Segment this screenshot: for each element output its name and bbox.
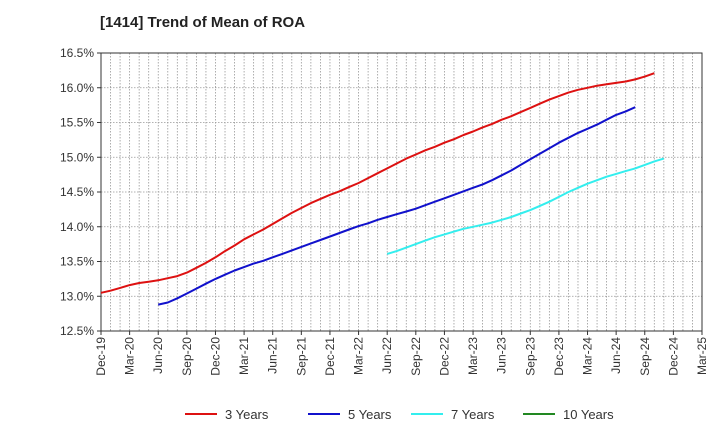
x-tick-label: Dec-19 xyxy=(94,337,108,376)
grid-lines xyxy=(101,52,702,332)
y-tick-label: 13.5% xyxy=(60,255,94,269)
legend-label: 3 Years xyxy=(225,407,269,422)
x-tick-label: Jun-20 xyxy=(151,337,165,374)
y-tick-label: 15.5% xyxy=(60,116,94,130)
x-tick-label: Jun-21 xyxy=(266,337,280,374)
x-tick-label: Dec-23 xyxy=(552,337,566,376)
x-tick-label: Jun-22 xyxy=(380,337,394,374)
series-line-7-years xyxy=(386,157,665,255)
x-tick-label: Mar-24 xyxy=(581,337,595,375)
x-tick-label: Jun-23 xyxy=(495,337,509,374)
x-tick-label: Mar-20 xyxy=(123,337,137,375)
x-tick-label: Jun-24 xyxy=(609,337,623,374)
x-tick-label: Dec-21 xyxy=(323,337,337,376)
legend-label: 10 Years xyxy=(563,407,614,422)
x-tick-label: Mar-25 xyxy=(695,337,709,375)
legend-label: 7 Years xyxy=(451,407,495,422)
x-tick-label: Dec-20 xyxy=(208,337,222,376)
y-tick-label: 16.0% xyxy=(60,81,94,95)
y-tick-label: 12.5% xyxy=(60,324,94,338)
series-line-5-years xyxy=(157,106,636,306)
x-tick-label: Sep-21 xyxy=(294,337,308,376)
series-line-3-years xyxy=(100,72,655,294)
x-tick-label: Dec-22 xyxy=(437,337,451,376)
y-tick-label: 14.0% xyxy=(60,220,94,234)
legend: 3 Years 5 Years 7 Years 10 Years xyxy=(185,407,614,422)
x-tick-label: Sep-24 xyxy=(638,337,652,376)
y-tick-label: 14.5% xyxy=(60,185,94,199)
x-tick-label: Mar-23 xyxy=(466,337,480,375)
y-tick-label: 15.0% xyxy=(60,150,94,164)
x-tick-label: Sep-22 xyxy=(409,337,423,376)
x-tick-label: Mar-21 xyxy=(237,337,251,375)
x-tick-label: Mar-22 xyxy=(352,337,366,375)
x-tick-label: Sep-23 xyxy=(523,337,537,376)
x-tick-label: Sep-20 xyxy=(180,337,194,376)
chart-title: [1414] Trend of Mean of ROA xyxy=(100,14,306,31)
x-tick-label: Dec-24 xyxy=(666,337,680,376)
y-tick-label: 13.0% xyxy=(60,289,94,303)
y-tick-label: 16.5% xyxy=(60,46,94,60)
legend-label: 5 Years xyxy=(348,407,392,422)
